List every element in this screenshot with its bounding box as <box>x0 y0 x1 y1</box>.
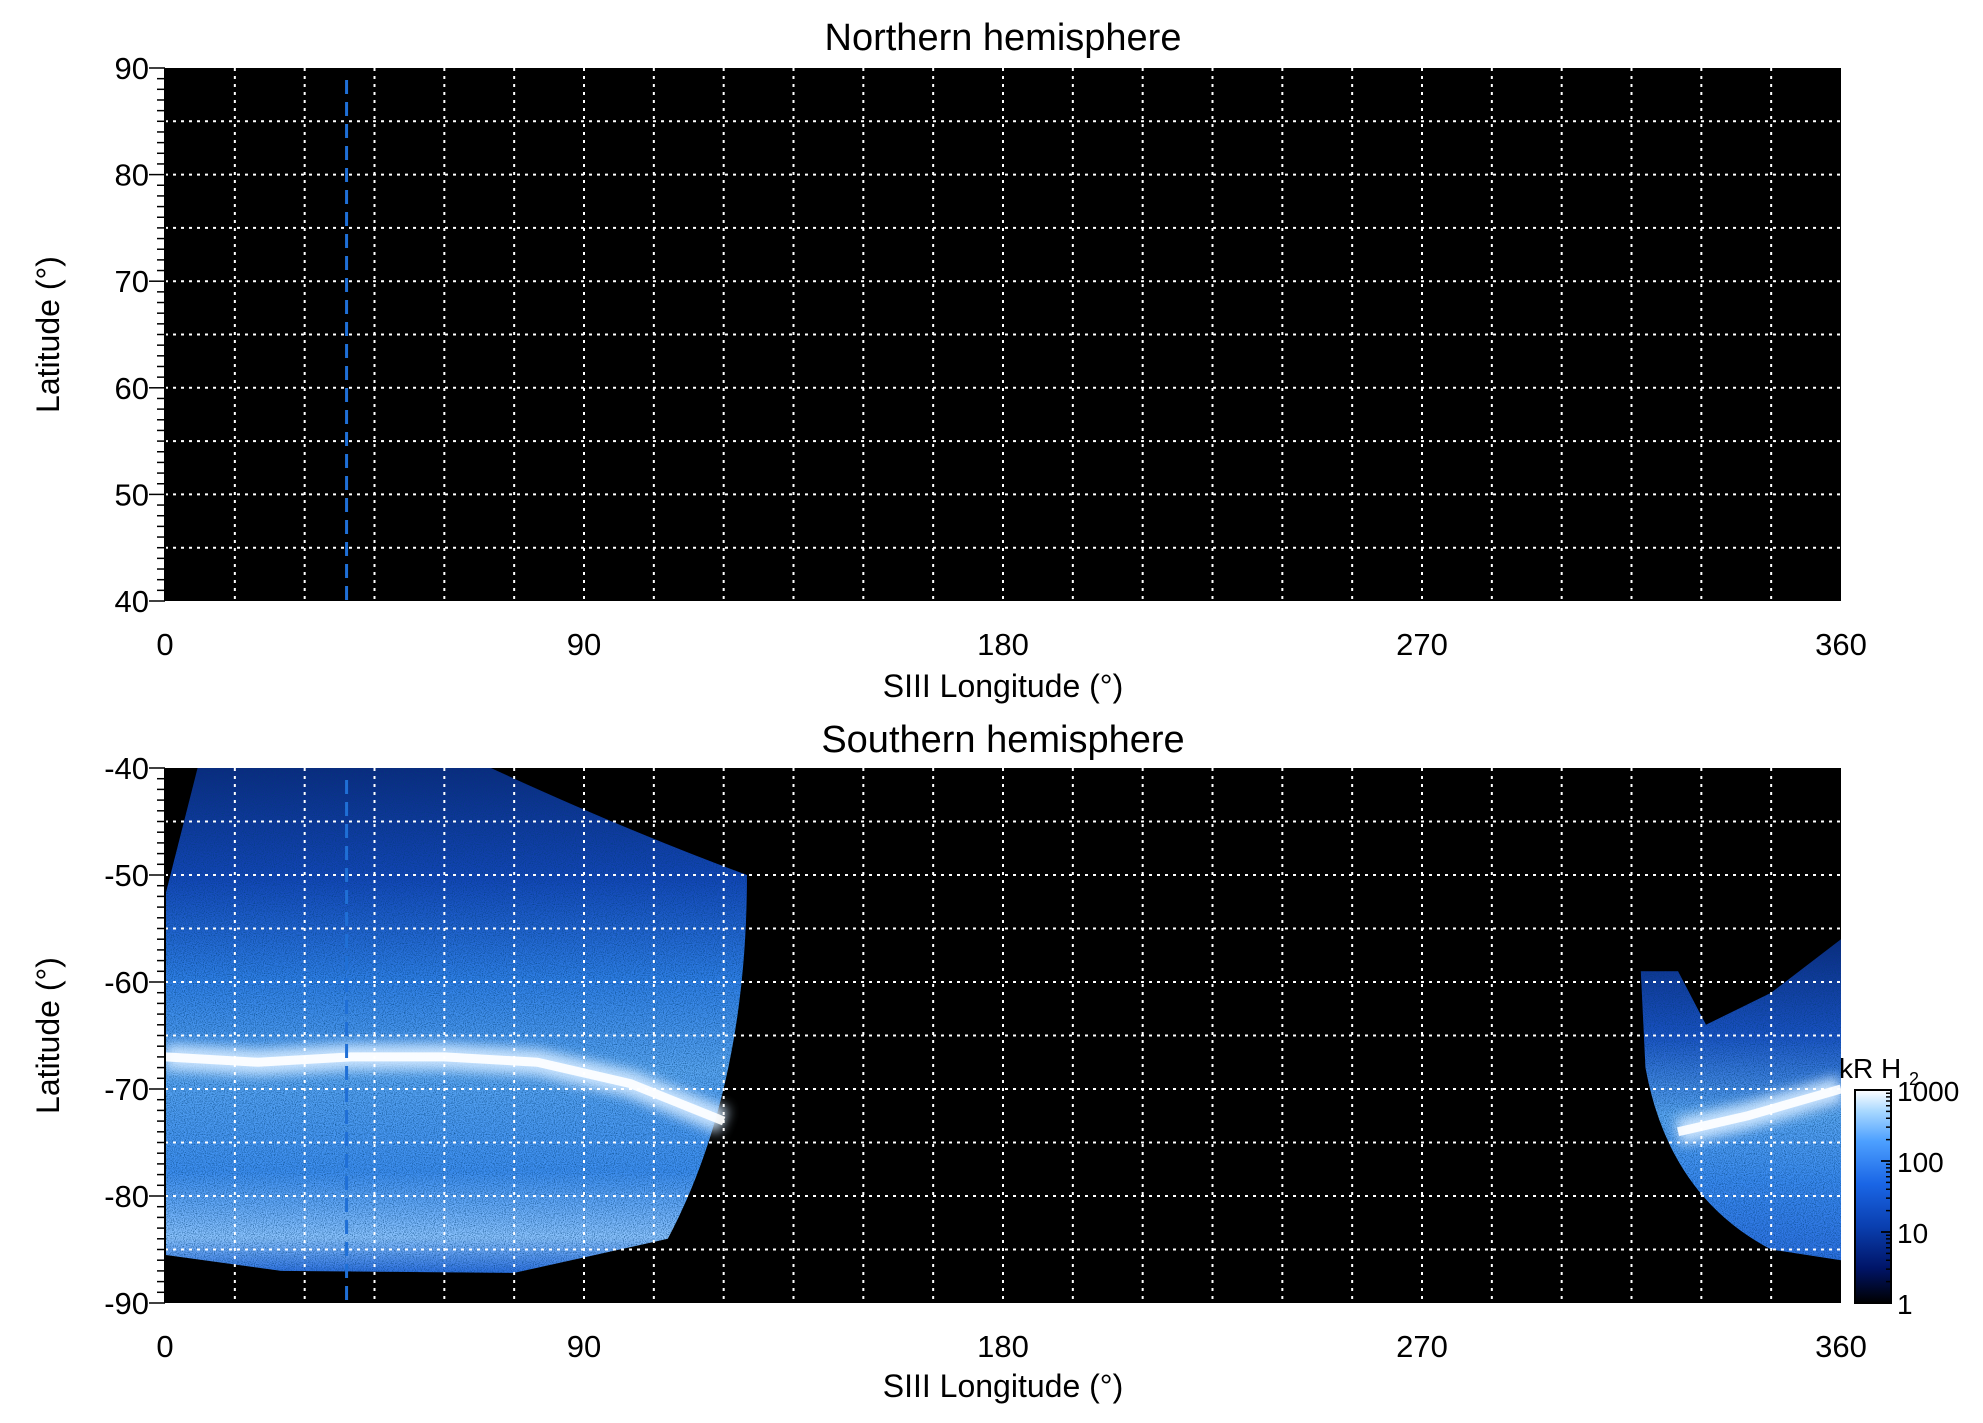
y-tick-label: 60 <box>115 371 149 406</box>
x-tick-label: 270 <box>1396 1329 1448 1364</box>
y-tick-label: -60 <box>104 965 149 1000</box>
y-minor-ticks <box>149 767 165 1304</box>
colorbar-tick-label: 1000 <box>1897 1076 1959 1107</box>
grid <box>165 68 1841 601</box>
colorbar-tick-label: 10 <box>1897 1218 1928 1249</box>
y-tick-label: -70 <box>104 1072 149 1107</box>
y-tick-label: 90 <box>115 51 149 86</box>
x-tick-label: 0 <box>156 1329 173 1364</box>
southern-hemisphere-panel: -40 -50 -60 -70 -80 -900 90 180 270 360 Southern h… <box>30 719 1867 1404</box>
grid <box>165 768 1841 1303</box>
x-tick-label: 0 <box>156 627 173 662</box>
colorbar-label-subscript: 2 <box>1909 1069 1919 1089</box>
y-tick-label: 40 <box>115 584 149 619</box>
emission-noise <box>165 768 747 1273</box>
x-tick-label: 90 <box>567 627 601 662</box>
y-axis-label: Latitude (°) <box>30 256 66 413</box>
y-tick-label: -40 <box>104 751 149 786</box>
colorbar-gradient <box>1854 1089 1892 1304</box>
x-tick-label: 360 <box>1815 1329 1867 1364</box>
emission-map <box>165 768 1841 1273</box>
panel-title: Northern hemisphere <box>825 17 1182 59</box>
main-oval-core <box>1677 1084 1841 1137</box>
colorbar-tick-label: 1 <box>1897 1289 1913 1320</box>
y-tick-label: 80 <box>115 158 149 193</box>
x-tick-label: 90 <box>567 1329 601 1364</box>
y-minor-ticks <box>149 67 165 602</box>
x-tick-label: 180 <box>977 1329 1029 1364</box>
panel-title: Southern hemisphere <box>821 719 1184 761</box>
emission-noise <box>1640 939 1841 1261</box>
x-tick-label: 360 <box>1815 627 1867 662</box>
y-tick-label: 70 <box>115 264 149 299</box>
northern-hemisphere-panel: 40 50 60 70 80 90 0 90 180 270 360 Northern hemisph… <box>30 17 1867 704</box>
y-tick-label: -80 <box>104 1179 149 1214</box>
colorbar-tick-label: 100 <box>1897 1147 1944 1178</box>
colorbar-label: kR H <box>1839 1053 1901 1084</box>
x-tick-label: 270 <box>1396 627 1448 662</box>
y-tick-label: -90 <box>104 1286 149 1321</box>
y-tick-label: -50 <box>104 858 149 893</box>
x-tick-label: 180 <box>977 627 1029 662</box>
x-axis-label: SIII Longitude (°) <box>883 1368 1123 1404</box>
colorbar-ticks <box>1881 1089 1891 1304</box>
y-tick-label: 50 <box>115 477 149 512</box>
y-axis-label: Latitude (°) <box>30 957 66 1114</box>
x-axis-label: SIII Longitude (°) <box>883 668 1123 704</box>
